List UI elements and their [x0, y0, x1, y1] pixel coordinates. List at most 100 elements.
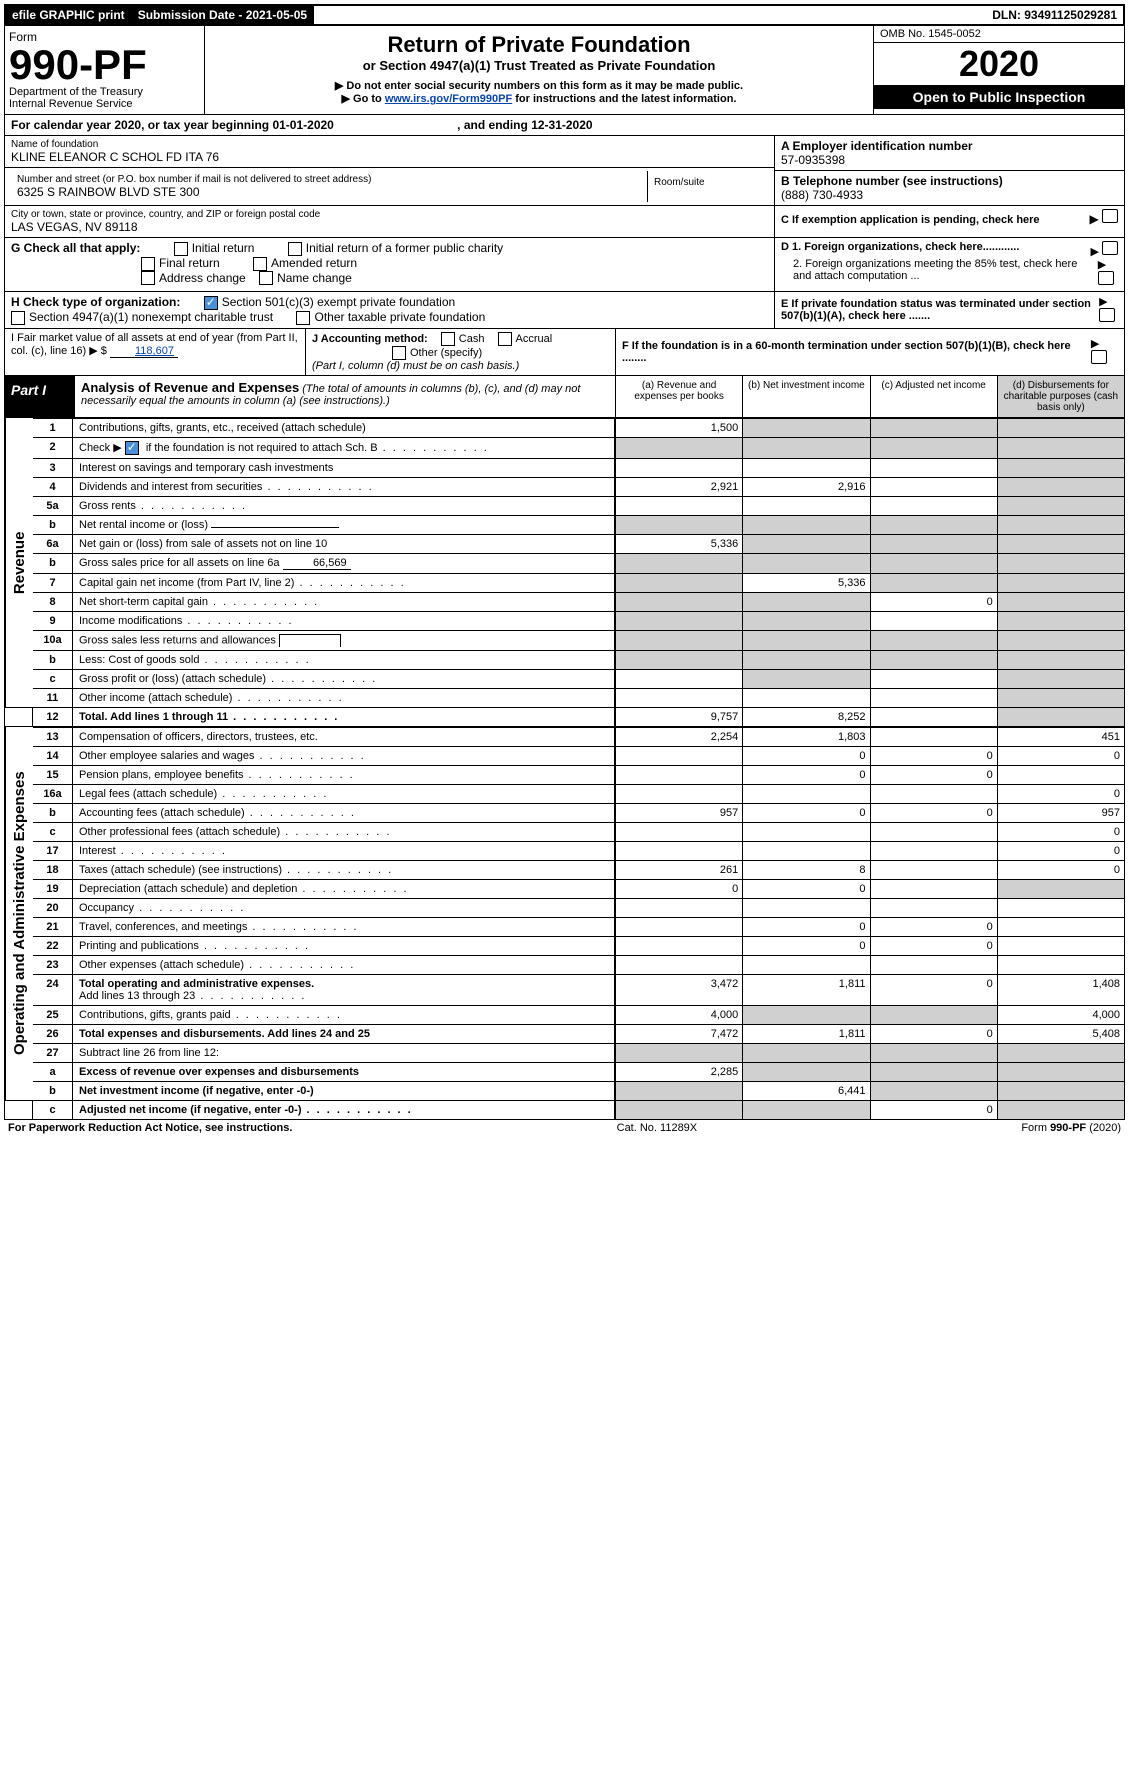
- amended-return-label: Amended return: [271, 256, 357, 270]
- calendar-year-row: For calendar year 2020, or tax year begi…: [4, 115, 1125, 136]
- address-change-check[interactable]: [141, 271, 155, 285]
- row-num: c: [33, 822, 73, 841]
- row-num: 4: [33, 477, 73, 496]
- row-val-a: 1,500: [615, 418, 742, 437]
- expenses-side-label: Operating and Administrative Expenses: [5, 727, 33, 1100]
- cal-pre: For calendar year 2020, or tax year begi…: [11, 118, 272, 132]
- irs-link[interactable]: www.irs.gov/Form990PF: [385, 93, 512, 105]
- row-num: 5a: [33, 496, 73, 515]
- f-checkbox[interactable]: [1091, 350, 1107, 364]
- row-val-d: [997, 418, 1124, 437]
- amended-return-check[interactable]: [253, 257, 267, 271]
- street-address: 6325 S RAINBOW BLVD STE 300: [17, 185, 200, 199]
- row-desc: Gross sales price for all assets on line…: [73, 553, 615, 573]
- phone-label: B Telephone number (see instructions): [781, 174, 1003, 188]
- row-desc: Net rental income or (loss): [73, 515, 615, 534]
- submission-date: Submission Date - 2021-05-05: [132, 6, 314, 24]
- d1-checkbox[interactable]: [1102, 241, 1118, 255]
- row-num: 19: [33, 879, 73, 898]
- part-1-title: Analysis of Revenue and Expenses: [81, 380, 299, 395]
- room-label: Room/suite: [654, 177, 705, 188]
- row-num: 11: [33, 688, 73, 707]
- cal-end: 12-31-2020: [531, 118, 592, 132]
- row-desc: Other expenses (attach schedule): [73, 955, 615, 974]
- other-taxable-label: Other taxable private foundation: [314, 310, 485, 324]
- row-num: 18: [33, 860, 73, 879]
- e-checkbox[interactable]: [1099, 308, 1115, 322]
- ein-value: 57-0935398: [781, 153, 845, 167]
- row-num: 25: [33, 1005, 73, 1024]
- cash-label: Cash: [459, 333, 485, 345]
- form-header: Form 990-PF Department of the Treasury I…: [4, 26, 1125, 115]
- row-desc: Total expenses and disbursements. Add li…: [73, 1024, 615, 1043]
- row-desc: Less: Cost of goods sold: [73, 650, 615, 669]
- sch-b-check[interactable]: [125, 441, 139, 455]
- row-desc: Gross profit or (loss) (attach schedule): [73, 669, 615, 688]
- name-label: Name of foundation: [11, 139, 768, 150]
- row-num: 16a: [33, 784, 73, 803]
- name-change-check[interactable]: [259, 271, 273, 285]
- row-desc: Net short-term capital gain: [73, 592, 615, 611]
- city-state-zip: LAS VEGAS, NV 89118: [11, 220, 138, 234]
- efile-label: efile GRAPHIC print: [6, 6, 132, 24]
- c-checkbox[interactable]: [1102, 209, 1118, 223]
- j-note: (Part I, column (d) must be on cash basi…: [312, 360, 519, 372]
- cash-check[interactable]: [441, 332, 455, 346]
- row-num: 23: [33, 955, 73, 974]
- dept-1: Department of the Treasury: [9, 86, 200, 98]
- inst2-pre: ▶ Go to: [342, 93, 385, 105]
- identity-section: Name of foundation KLINE ELEANOR C SCHOL…: [4, 136, 1125, 238]
- row-desc: Other income (attach schedule): [73, 688, 615, 707]
- row-desc: Compensation of officers, directors, tru…: [73, 727, 615, 746]
- part-1-tag: Part I: [5, 376, 75, 417]
- city-label: City or town, state or province, country…: [11, 209, 768, 220]
- accrual-check[interactable]: [498, 332, 512, 346]
- row-desc: Capital gain net income (from Part IV, l…: [73, 573, 615, 592]
- other-method-check[interactable]: [392, 346, 406, 360]
- initial-former-label: Initial return of a former public charit…: [306, 241, 503, 255]
- row-desc: Travel, conferences, and meetings: [73, 917, 615, 936]
- row-desc: Occupancy: [73, 898, 615, 917]
- row-num: c: [33, 1100, 73, 1119]
- row-num: 6a: [33, 534, 73, 553]
- d2-label: 2. Foreign organizations meeting the 85%…: [781, 258, 1098, 288]
- accrual-label: Accrual: [516, 333, 553, 345]
- i-j-f-row: I Fair market value of all assets at end…: [4, 329, 1125, 376]
- final-return-check[interactable]: [141, 257, 155, 271]
- row-num: b: [33, 1081, 73, 1100]
- row-num: b: [33, 803, 73, 822]
- j-label: J Accounting method:: [312, 333, 428, 345]
- s4947-label: Section 4947(a)(1) nonexempt charitable …: [29, 310, 273, 324]
- row-desc: Excess of revenue over expenses and disb…: [73, 1062, 615, 1081]
- f-label: F If the foundation is in a 60-month ter…: [622, 340, 1091, 364]
- i-value[interactable]: 118,607: [110, 345, 178, 358]
- row-desc: Interest on savings and temporary cash i…: [73, 458, 615, 477]
- row-desc: Contributions, gifts, grants paid: [73, 1005, 615, 1024]
- instruction-1: ▶ Do not enter social security numbers o…: [211, 79, 867, 92]
- footer-left: For Paperwork Reduction Act Notice, see …: [8, 1122, 292, 1134]
- row-desc: Printing and publications: [73, 936, 615, 955]
- row-num: 2: [33, 437, 73, 458]
- tax-year: 2020: [874, 43, 1124, 85]
- row-desc: Contributions, gifts, grants, etc., rece…: [73, 418, 615, 437]
- row-num: b: [33, 553, 73, 573]
- initial-former-check[interactable]: [288, 242, 302, 256]
- col-b-header: (b) Net investment income: [742, 376, 869, 417]
- row-desc: Total. Add lines 1 through 11: [73, 707, 615, 726]
- row-num: 20: [33, 898, 73, 917]
- footer-right: Form Form 990-PF (2020)990-PF (2020): [1021, 1122, 1121, 1134]
- row-desc: Other employee salaries and wages: [73, 746, 615, 765]
- initial-return-check[interactable]: [174, 242, 188, 256]
- h-e-row: H Check type of organization: Section 50…: [4, 292, 1125, 329]
- e-label: E If private foundation status was termi…: [781, 298, 1099, 322]
- other-taxable-check[interactable]: [296, 311, 310, 325]
- row-desc: Total operating and administrative expen…: [73, 974, 615, 1005]
- d2-checkbox[interactable]: [1098, 271, 1114, 285]
- c-label: C If exemption application is pending, c…: [781, 214, 1040, 226]
- row-num: 26: [33, 1024, 73, 1043]
- row-num: 7: [33, 573, 73, 592]
- s501-check[interactable]: [204, 296, 218, 310]
- instruction-2: ▶ Go to www.irs.gov/Form990PF for instru…: [211, 92, 867, 105]
- col-a-header: (a) Revenue and expenses per books: [615, 376, 742, 417]
- s4947-check[interactable]: [11, 311, 25, 325]
